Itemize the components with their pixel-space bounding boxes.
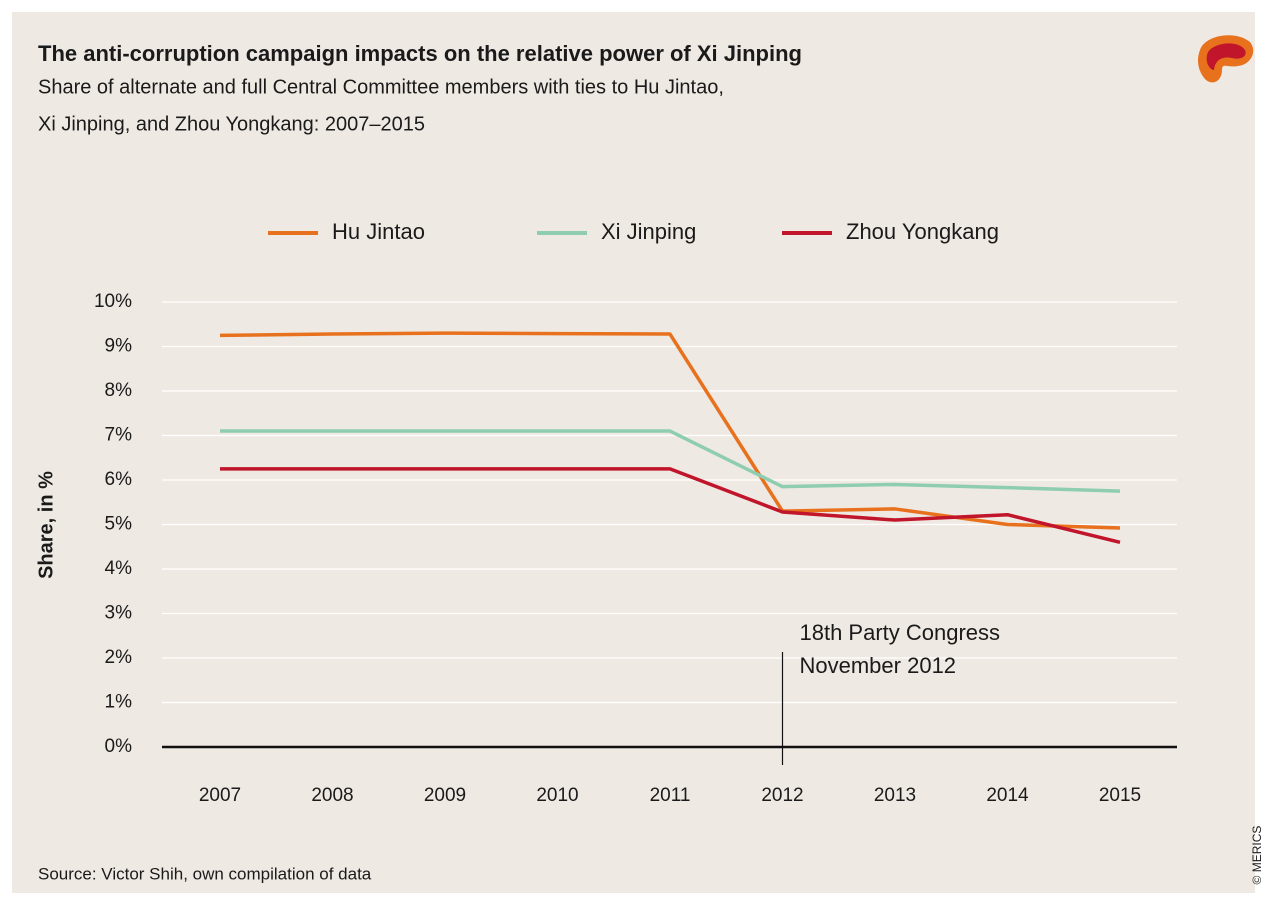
line-series [220,467,1121,544]
legend-label: Zhou Yongkang [846,219,999,244]
y-tick-label: 8% [105,380,133,401]
subtitle: Xi Jinping, and Zhou Yongkang: 2007–2015 [38,113,425,135]
y-tick-label: 4% [105,558,133,579]
line-series [219,331,1121,530]
legend-label: Xi Jinping [601,219,696,244]
logo [1198,35,1254,83]
annotation: 18th Party Congress [800,620,1001,645]
x-tick-label: 2012 [761,785,803,806]
line-series [220,429,1121,493]
legend-label: Hu Jintao [332,219,425,244]
annotation: November 2012 [800,653,957,678]
panel [12,12,1255,893]
x-tick-label: 2008 [311,785,353,806]
x-tick-label: 2007 [199,785,241,806]
credit: © MERICS [1250,826,1264,885]
y-tick-label: 1% [105,692,133,713]
y-tick-label: 3% [105,603,133,624]
chart-title: The anti-corruption campaign impacts on … [38,41,802,66]
y-tick-label: 6% [105,469,133,490]
x-tick-label: 2014 [986,785,1029,806]
y-tick-label: 5% [105,514,133,535]
x-tick-label: 2009 [424,785,466,806]
y-tick-label: 10% [94,291,132,312]
x-tick-label: 2013 [874,785,916,806]
source: Source: Victor Shih, own compilation of … [38,864,372,883]
y-axis-label: Share, in % [35,471,57,579]
y-tick-label: 9% [105,336,133,357]
y-tick-label: 0% [105,736,133,757]
y-tick-label: 7% [105,425,133,446]
x-tick-label: 2010 [536,785,578,806]
x-tick-label: 2011 [650,785,691,806]
y-tick-label: 2% [105,647,133,668]
x-tick-label: 2015 [1099,785,1141,806]
subtitle: Share of alternate and full Central Comm… [38,76,724,98]
